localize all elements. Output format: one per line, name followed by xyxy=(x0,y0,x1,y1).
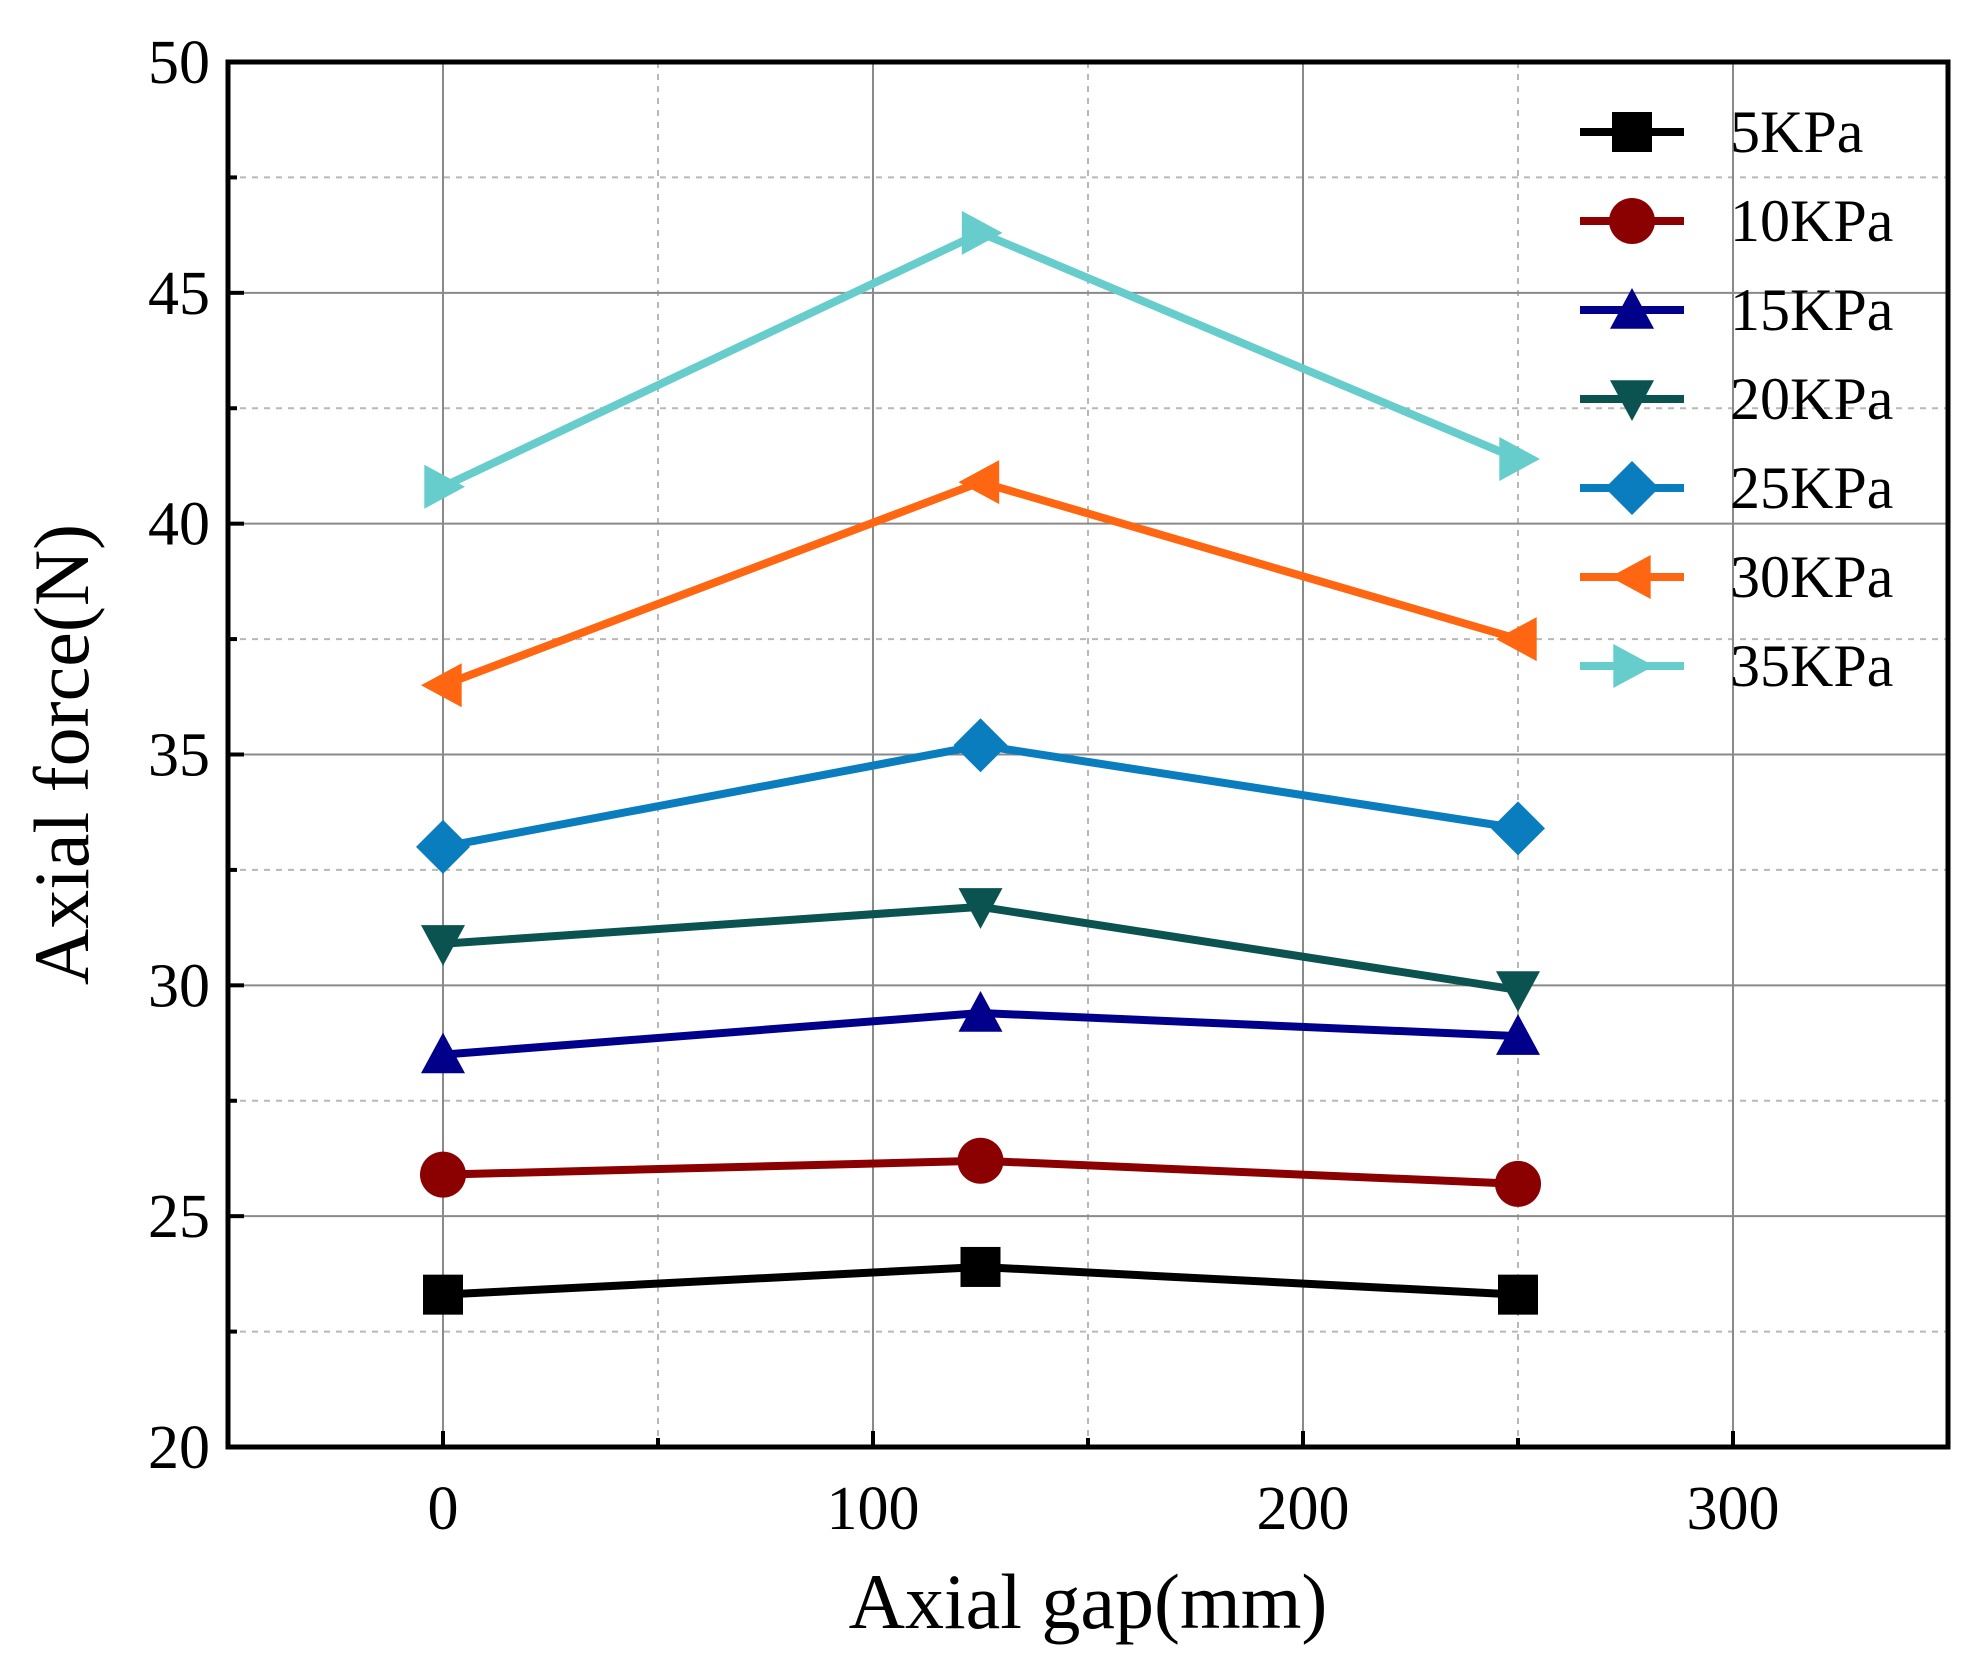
legend-marker xyxy=(1612,112,1652,152)
series-25KPa xyxy=(416,718,1545,874)
series-line xyxy=(441,228,1520,491)
series-10KPa xyxy=(420,1137,1541,1207)
data-point xyxy=(421,925,465,966)
x-axis-title: Axial gap(mm) xyxy=(849,1558,1328,1645)
series-15KPa xyxy=(421,991,1540,1074)
data-point xyxy=(960,1246,1001,1287)
data-point xyxy=(953,718,1008,773)
y-tick-label: 30 xyxy=(148,952,210,1020)
x-tick-label: 100 xyxy=(827,1475,920,1543)
data-point xyxy=(958,888,1003,929)
legend-item: 15KPa xyxy=(1580,277,1893,343)
y-tick-label: 50 xyxy=(148,29,210,97)
data-point xyxy=(421,663,462,708)
legend-item: 35KPa xyxy=(1580,633,1893,699)
y-tick-label: 25 xyxy=(148,1183,210,1251)
y-tick-label: 40 xyxy=(148,491,210,559)
legend-marker xyxy=(1610,555,1651,599)
series-35KPa xyxy=(424,210,1540,509)
x-tick-label: 200 xyxy=(1257,1475,1350,1543)
series-line xyxy=(441,478,1520,689)
series-20KPa xyxy=(421,888,1540,1012)
data-point xyxy=(958,991,1003,1032)
legend-label: 5KPa xyxy=(1730,99,1863,165)
legend-label: 10KPa xyxy=(1730,188,1893,254)
legend-item: 5KPa xyxy=(1580,99,1863,165)
legend-item: 20KPa xyxy=(1580,366,1893,432)
grid xyxy=(228,62,1948,1447)
data-point xyxy=(957,1137,1004,1184)
data-point xyxy=(1498,1274,1538,1315)
series-group xyxy=(416,210,1545,1315)
legend-label: 20KPa xyxy=(1730,366,1893,432)
legend-marker xyxy=(1609,198,1655,244)
legend-marker xyxy=(1613,644,1654,688)
data-point xyxy=(1491,801,1545,856)
data-point xyxy=(1496,1014,1540,1055)
data-point xyxy=(416,819,470,874)
legend: 5KPa 10KPa 15KPa 20KPa 25KPa 30KPa 35KPa xyxy=(1580,99,1893,699)
legend-label: 30KPa xyxy=(1730,544,1893,610)
y-tick-label: 20 xyxy=(148,1414,210,1482)
legend-item: 25KPa xyxy=(1580,455,1893,521)
legend-marker xyxy=(1605,461,1659,515)
legend-label: 15KPa xyxy=(1730,277,1893,343)
data-point xyxy=(423,1274,463,1315)
legend-marker xyxy=(1610,380,1654,421)
y-tick-label: 35 xyxy=(148,722,210,790)
legend-marker xyxy=(1610,288,1654,329)
legend-item: 30KPa xyxy=(1580,544,1893,610)
x-tick-label: 300 xyxy=(1687,1475,1780,1543)
legend-label: 25KPa xyxy=(1730,455,1893,521)
data-point xyxy=(1496,971,1540,1012)
data-point xyxy=(420,1151,466,1198)
data-point xyxy=(958,460,1000,505)
y-axis-title: Axial force(N) xyxy=(18,524,105,985)
axes: 0 100 200 300 20 25 30 35 40 45 50 xyxy=(148,29,1951,1543)
data-point xyxy=(1499,437,1540,482)
y-tick-label: 45 xyxy=(148,260,210,328)
data-point xyxy=(424,464,465,509)
data-point xyxy=(961,210,1003,255)
series-30KPa xyxy=(421,460,1537,708)
legend-label: 35KPa xyxy=(1730,633,1893,699)
data-point xyxy=(421,1032,465,1074)
x-tick-label: 0 xyxy=(428,1475,459,1543)
data-point xyxy=(1496,617,1537,662)
data-point xyxy=(1495,1160,1541,1207)
legend-item: 10KPa xyxy=(1580,188,1893,254)
series-5KPa xyxy=(423,1246,1538,1315)
